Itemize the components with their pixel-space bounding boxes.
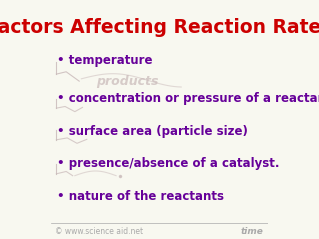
Text: time: time — [241, 227, 264, 236]
Text: • concentration or pressure of a reactant: • concentration or pressure of a reactan… — [57, 92, 319, 105]
Text: © www.science aid.net: © www.science aid.net — [55, 227, 144, 236]
Text: products: products — [96, 75, 158, 88]
Text: • nature of the reactants: • nature of the reactants — [57, 190, 225, 203]
Text: Factors Affecting Reaction Rates: Factors Affecting Reaction Rates — [0, 18, 319, 37]
Text: • surface area (particle size): • surface area (particle size) — [57, 125, 249, 138]
Text: • presence/absence of a catalyst.: • presence/absence of a catalyst. — [57, 158, 280, 170]
Text: • temperature: • temperature — [57, 54, 153, 67]
